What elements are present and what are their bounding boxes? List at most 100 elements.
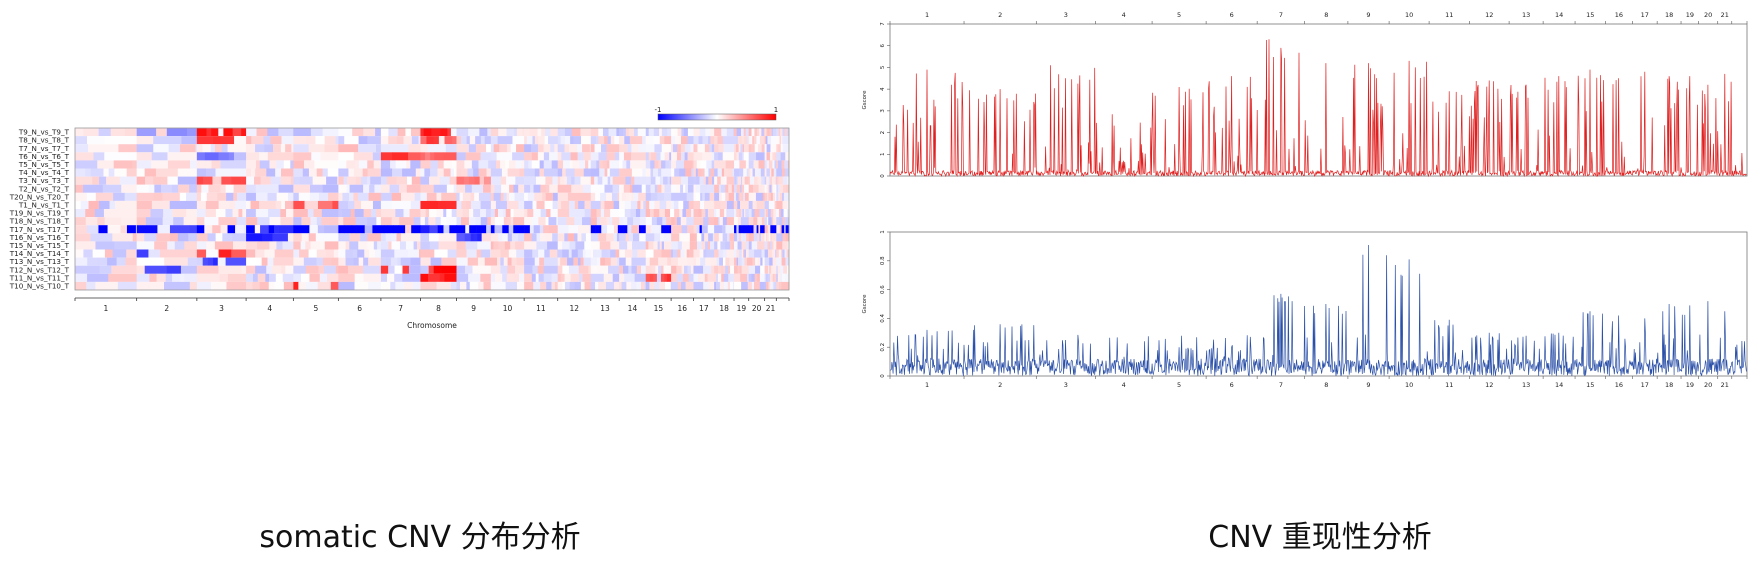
heatmap-cell <box>196 257 204 266</box>
heatmap-cell <box>704 200 715 209</box>
heatmap-cell <box>625 233 630 242</box>
heatmap-cell <box>196 128 207 137</box>
heatmap-cell <box>667 128 672 137</box>
heatmap-cell <box>522 128 525 137</box>
heatmap-cell <box>501 168 508 177</box>
heatmap-cell <box>716 281 721 290</box>
heatmap-cell <box>420 176 430 185</box>
heatmap-cell <box>569 281 576 290</box>
heatmap-cell <box>645 128 649 137</box>
heatmap-cell <box>349 192 354 201</box>
heatmap-cell <box>564 273 571 282</box>
heatmap-cell <box>293 281 299 290</box>
heatmap-cell <box>759 209 765 218</box>
heatmap-cell <box>218 200 230 209</box>
heatmap-cell <box>764 144 767 153</box>
heatmap-cell <box>705 257 711 266</box>
heatmap-cell <box>513 184 519 193</box>
heatmap-cell <box>604 209 611 218</box>
heatmap-cell <box>367 241 375 250</box>
heatmap-cell <box>770 265 773 274</box>
heatmap-cell <box>264 249 276 258</box>
heatmap-cell <box>693 257 697 266</box>
heatmap-cell <box>599 160 603 169</box>
heatmap-cell <box>596 217 600 226</box>
heatmap-cell <box>268 225 275 234</box>
heatmap-cell <box>537 152 545 161</box>
heatmap-cell <box>431 128 441 137</box>
heatmap-cell <box>380 128 389 137</box>
heatmap-cell <box>570 152 578 161</box>
chromosome-tick-label: 16 <box>678 304 688 313</box>
heatmap-cell <box>373 241 378 250</box>
heatmap-cell <box>651 265 656 274</box>
heatmap-cell <box>450 168 455 177</box>
heatmap-cell <box>343 217 356 226</box>
heatmap-cell <box>669 176 672 185</box>
y-tick-label: 2 <box>880 131 886 135</box>
heatmap-cell <box>368 192 382 201</box>
heatmap-cell <box>151 152 168 161</box>
heatmap-cell <box>564 128 573 137</box>
heatmap-cell <box>728 273 735 282</box>
heatmap-cell <box>764 128 766 137</box>
sample-label: T11_N_vs_T11_T <box>9 273 70 282</box>
heatmap-cell <box>238 209 243 218</box>
x-tick-label: 18 <box>1665 11 1673 19</box>
heatmap-cell <box>590 128 599 137</box>
heatmap-cell <box>444 136 453 145</box>
heatmap-cell <box>671 265 677 274</box>
heatmap-cell <box>734 176 736 185</box>
heatmap-cell <box>478 281 484 290</box>
heatmap-cell <box>764 249 769 258</box>
heatmap-cell <box>721 225 726 234</box>
heatmap-cell <box>772 257 777 266</box>
heatmap-cell <box>470 233 475 242</box>
heatmap-cell <box>443 160 453 169</box>
heatmap-cell <box>700 200 705 209</box>
heatmap-cell <box>464 160 473 169</box>
heatmap-cell <box>656 217 663 226</box>
heatmap-cell <box>753 217 758 226</box>
y-tick-label: 0.2 <box>880 343 886 352</box>
heatmap-cell <box>781 249 783 258</box>
heatmap-cell <box>286 209 294 218</box>
heatmap-cell <box>465 241 478 250</box>
heatmap-cell <box>756 200 765 209</box>
heatmap-cell <box>206 241 216 250</box>
heatmap-cell <box>524 281 530 290</box>
heatmap-cell <box>731 184 735 193</box>
x-tick-label: 13 <box>1522 11 1530 19</box>
heatmap-cell <box>399 217 414 226</box>
heatmap-cell <box>756 152 764 161</box>
heatmap-cell <box>380 257 387 266</box>
heatmap-cell <box>764 152 767 161</box>
heatmap-cell <box>536 200 545 209</box>
heatmap-cell <box>748 233 752 242</box>
heatmap-cell <box>557 249 563 258</box>
heatmap-cell <box>664 209 671 218</box>
heatmap-cell <box>449 176 457 185</box>
heatmap-cell <box>86 192 97 201</box>
y-tick-label: 0.4 <box>880 314 886 323</box>
heatmap-cell <box>659 176 664 185</box>
heatmap-cell <box>602 176 608 185</box>
heatmap-cell <box>343 176 348 185</box>
heatmap-cell <box>514 265 525 274</box>
heatmap-cell <box>681 136 688 145</box>
heatmap-cell <box>402 273 421 282</box>
heatmap-cell <box>573 136 582 145</box>
heatmap-cell <box>764 225 768 234</box>
heatmap-cell <box>687 136 694 145</box>
heatmap-cell <box>643 200 647 209</box>
heatmap-cell <box>75 217 87 226</box>
heatmap-cell <box>490 136 498 145</box>
heatmap-cell <box>221 144 228 153</box>
heatmap-cell <box>610 249 616 258</box>
heatmap-cell <box>631 281 637 290</box>
heatmap-cell <box>649 265 652 274</box>
heatmap-cell <box>760 225 765 234</box>
heatmap-cell <box>207 257 214 266</box>
chromosome-tick-label: 19 <box>737 304 747 313</box>
x-tick-label: 16 <box>1615 11 1623 19</box>
